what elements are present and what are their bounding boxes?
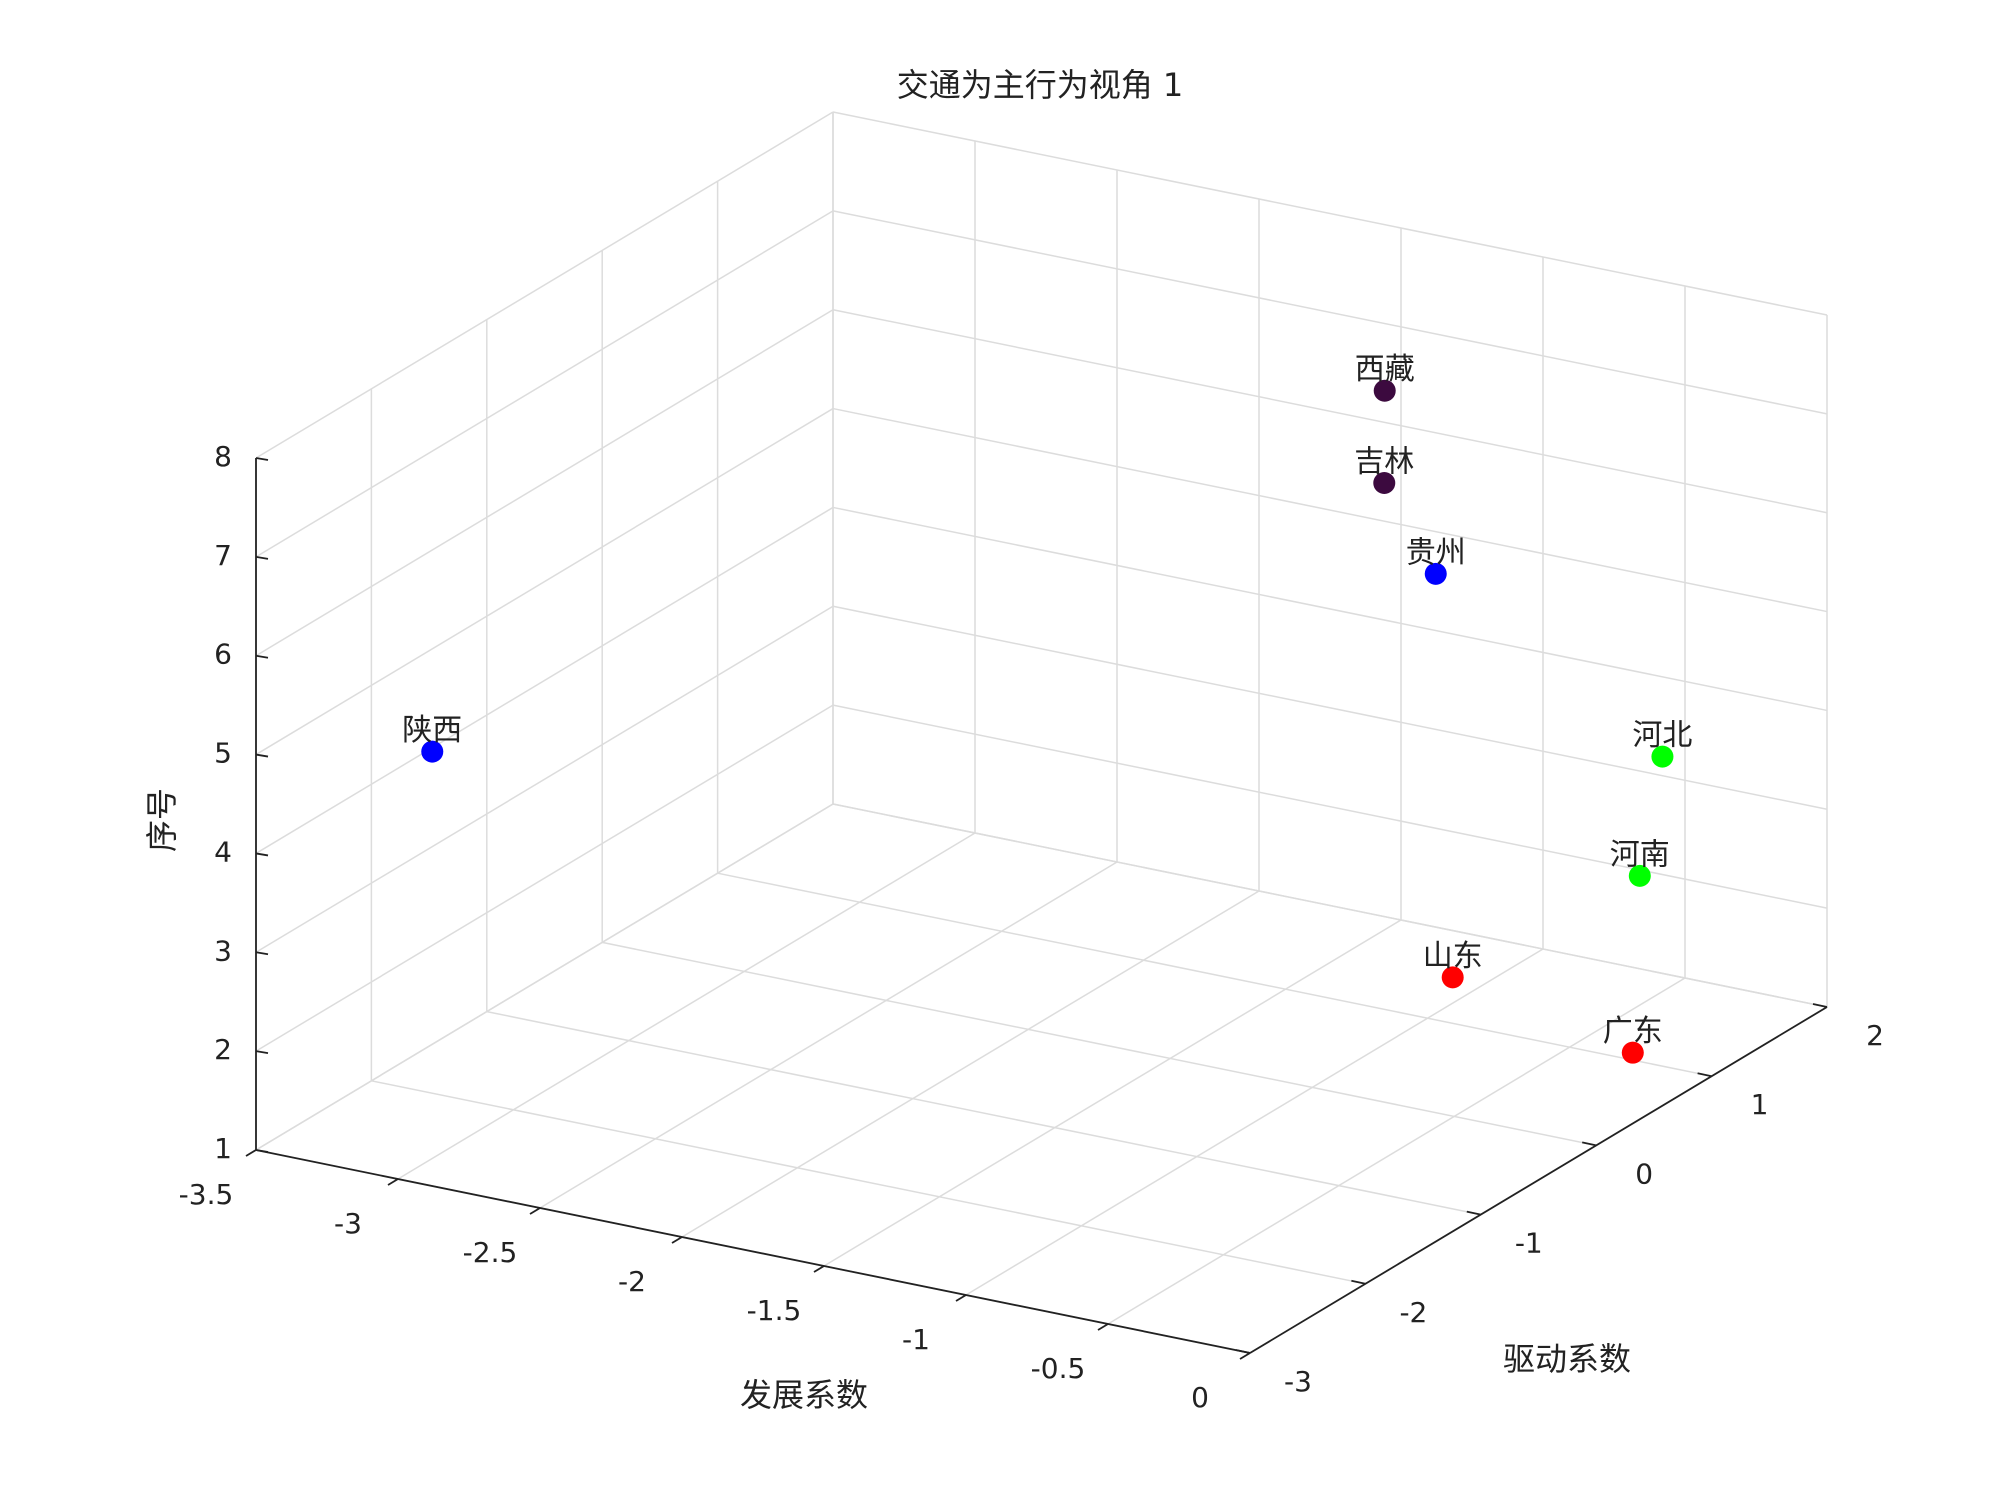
x-axis xyxy=(255,1149,1251,1354)
tick-mark xyxy=(1812,1003,1828,1008)
grid-line xyxy=(255,210,834,558)
tick-mark xyxy=(1235,1349,1251,1354)
point xyxy=(1651,745,1674,768)
point xyxy=(421,740,444,763)
grid-line xyxy=(255,605,834,953)
tick-mark xyxy=(255,1149,269,1153)
z-tick-label: 2 xyxy=(214,1033,232,1066)
point xyxy=(1424,562,1447,585)
y-tick-label: -1 xyxy=(1515,1227,1543,1260)
tick-mark xyxy=(1097,1323,1109,1331)
grid-line xyxy=(832,407,1828,613)
x-tick-label: -1.5 xyxy=(747,1294,802,1327)
y-tick-label: 0 xyxy=(1635,1157,1653,1190)
y-axis-label: 驱动系数 xyxy=(1503,1340,1631,1378)
z-tick-label: 7 xyxy=(214,539,232,572)
tick-mark xyxy=(255,753,269,758)
z-tick-label: 8 xyxy=(214,440,232,473)
point xyxy=(1621,1041,1644,1064)
x-tick-label: -2 xyxy=(618,1265,646,1298)
tick-mark xyxy=(671,1236,683,1244)
grid-line xyxy=(832,704,1828,909)
z-tick-label: 5 xyxy=(214,737,232,770)
point-label: 吉林 xyxy=(1354,445,1414,480)
y-tick-label: 1 xyxy=(1751,1088,1769,1121)
x-tick-label: 0 xyxy=(1191,1381,1209,1414)
y-tick-label: 2 xyxy=(1866,1019,1884,1052)
x-tick-label: -3 xyxy=(334,1207,362,1240)
grid-line xyxy=(681,890,1260,1238)
x-tick-label: -0.5 xyxy=(1031,1352,1086,1385)
point xyxy=(1441,966,1464,989)
grid-line xyxy=(832,210,1828,415)
y-axis xyxy=(1249,1006,1828,1354)
tick-mark xyxy=(1239,1352,1251,1360)
tick-mark xyxy=(955,1294,967,1302)
tick-mark xyxy=(255,1050,269,1055)
grid-line xyxy=(602,941,1597,1147)
grid-line xyxy=(255,111,834,459)
point-label: 河北 xyxy=(1632,718,1692,753)
point xyxy=(1373,472,1396,495)
grid-line xyxy=(1107,977,1686,1325)
grid-line xyxy=(486,1010,1481,1216)
z-tick-label: 3 xyxy=(214,934,232,967)
tick-mark xyxy=(1697,1072,1712,1078)
grid-line xyxy=(397,832,976,1180)
z-tick-label: 4 xyxy=(214,835,232,868)
tick-mark xyxy=(245,1149,257,1157)
grid-line xyxy=(832,308,1828,514)
x-tick-label: -1 xyxy=(902,1323,930,1356)
tick-mark xyxy=(813,1265,825,1273)
grid-line xyxy=(539,861,1118,1209)
grid-line xyxy=(823,919,1402,1267)
z-axis-label: 序号 xyxy=(143,788,181,852)
tick-mark xyxy=(1582,1141,1597,1147)
tick-mark xyxy=(387,1178,399,1186)
grid-line xyxy=(371,1080,1366,1285)
chart-title: 交通为主行为视角 1 xyxy=(897,66,1184,104)
tick-mark xyxy=(255,852,269,857)
tick-mark xyxy=(529,1207,541,1215)
point xyxy=(1628,864,1651,887)
x-axis-label: 发展系数 xyxy=(740,1376,868,1414)
point-label: 广东 xyxy=(1603,1014,1663,1049)
x-tick-label: -2.5 xyxy=(463,1236,518,1269)
grid-line xyxy=(255,506,834,855)
point-label: 河南 xyxy=(1610,837,1670,872)
grid-line xyxy=(255,309,834,657)
point-label: 陕西 xyxy=(402,713,462,748)
grid-line xyxy=(832,803,1828,1008)
point-label: 山东 xyxy=(1423,939,1483,974)
point xyxy=(1373,379,1396,402)
grid-line xyxy=(832,506,1828,712)
grid-line xyxy=(832,111,1828,316)
tick-mark xyxy=(255,654,269,659)
y-tick-label: -2 xyxy=(1399,1296,1427,1329)
z-tick-label: 6 xyxy=(214,638,232,671)
tick-mark xyxy=(255,555,269,560)
tick-mark xyxy=(255,457,269,461)
grid-line xyxy=(255,704,834,1052)
z-tick-label: 1 xyxy=(214,1132,232,1165)
tick-mark xyxy=(1351,1279,1366,1285)
grid-line xyxy=(965,948,1544,1296)
point-label: 西藏 xyxy=(1355,352,1415,387)
point-label: 贵州 xyxy=(1406,535,1466,570)
tick-mark xyxy=(255,951,269,956)
y-tick-label: -3 xyxy=(1284,1365,1312,1398)
grid-line xyxy=(832,605,1828,811)
grid-line xyxy=(717,872,1712,1077)
grid-line xyxy=(255,407,834,756)
x-tick-label: -3.5 xyxy=(179,1178,234,1211)
tick-mark xyxy=(1466,1210,1481,1216)
grid-line xyxy=(255,803,834,1151)
